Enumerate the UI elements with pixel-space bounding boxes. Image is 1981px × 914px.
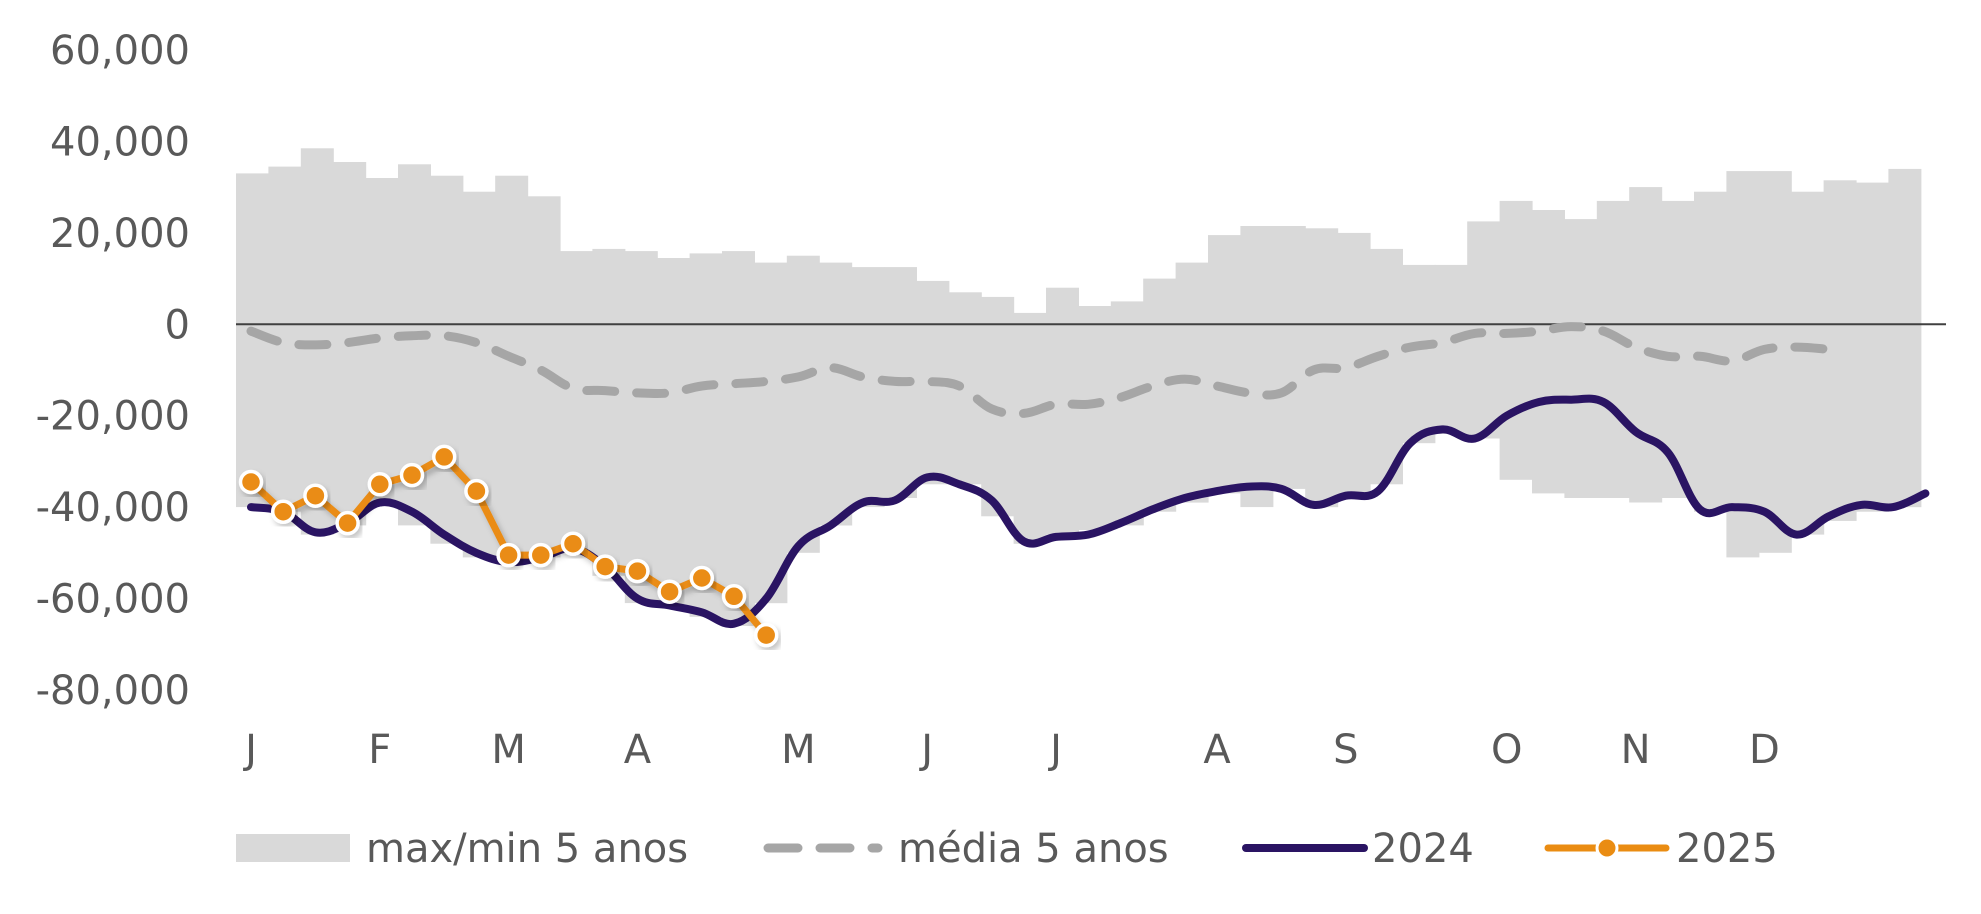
band-week-7: [430, 175, 464, 544]
series-2025-point-4: [335, 510, 360, 536]
band-week-32: [1240, 226, 1274, 508]
series-2025-point-15: [689, 565, 715, 591]
band-week-47: [1726, 171, 1760, 558]
series-2025-point-10: [528, 542, 554, 568]
x-month-label: M: [781, 727, 816, 773]
x-month-label: A: [624, 727, 652, 773]
legend-label-band: max/min 5 anos: [366, 826, 688, 872]
band-week-37: [1402, 264, 1436, 444]
x-month-label: D: [1749, 727, 1780, 773]
band-week-49: [1791, 191, 1825, 535]
series-2025-point-5: [367, 472, 393, 497]
band-week-25: [1013, 312, 1047, 544]
x-month-label: O: [1491, 727, 1522, 773]
series-2025-point-12: [592, 554, 618, 579]
band-week-48: [1758, 171, 1792, 553]
x-month-label: F: [368, 727, 391, 773]
band-week-36: [1370, 248, 1403, 485]
series-2025-point-8: [464, 478, 489, 504]
band-week-18: [786, 255, 820, 553]
series-2025-point-6: [399, 462, 425, 488]
series-2025-point-16: [721, 584, 747, 609]
x-month-label: J: [242, 727, 257, 773]
band-week-17: [754, 262, 788, 604]
band-week-20: [851, 267, 885, 508]
band-week-33: [1272, 226, 1306, 489]
y-tick-label: 40,000: [50, 119, 190, 165]
band-week-12: [592, 248, 626, 576]
y-tick-label: -40,000: [36, 485, 190, 531]
legend-label-2025: 2025: [1676, 826, 1778, 872]
band-week-42: [1564, 219, 1598, 498]
series-2025-point-7: [431, 444, 457, 470]
y-tick-label: 20,000: [50, 211, 190, 257]
band-week-51: [1856, 182, 1889, 512]
x-month-label: N: [1621, 727, 1651, 773]
band-week-9: [495, 175, 529, 562]
y-tick-label: -20,000: [36, 394, 190, 440]
series-2025-point-1: [238, 469, 264, 495]
series-2025-point-2: [270, 499, 296, 524]
band-week-27: [1078, 306, 1112, 530]
legend-label-2024: 2024: [1372, 826, 1474, 872]
y-axis-ticks: 60,000 40,000 20,000 0 -20,000 -40,000 -60,000…: [36, 28, 190, 714]
band-week-41: [1532, 210, 1565, 494]
band-week-31: [1208, 235, 1241, 494]
x-month-label: J: [1047, 727, 1062, 773]
avg-layer: [246, 322, 1834, 419]
band-week-43: [1596, 200, 1630, 498]
series-2025-point-13: [625, 558, 650, 584]
band-week-52: [1888, 168, 1922, 508]
x-month-label: J: [918, 727, 933, 773]
band-week-26: [1046, 287, 1079, 535]
series-2025-layer: [238, 444, 779, 648]
x-month-label: M: [491, 727, 526, 773]
y-tick-label: -60,000: [36, 577, 190, 623]
y-tick-label: 60,000: [50, 28, 190, 74]
band-week-40: [1499, 200, 1533, 480]
series-2025-point-17: [753, 622, 779, 648]
series-2025-point-14: [657, 579, 682, 604]
band-week-11: [560, 251, 593, 553]
band-week-14: [657, 258, 691, 608]
band-week-50: [1823, 180, 1857, 521]
legend-swatch-band: [236, 834, 350, 862]
band-week-16: [722, 251, 755, 626]
band-week-38: [1434, 264, 1468, 434]
legend-swatch-2025-marker: [1595, 836, 1619, 860]
band-week-46: [1694, 191, 1727, 512]
legend-label-avg: média 5 anos: [898, 826, 1169, 872]
band-week-13: [624, 251, 658, 604]
series-2025-point-3: [303, 483, 328, 508]
series-2025-point-11: [560, 531, 586, 556]
series-2025-point-9: [496, 542, 521, 568]
band-week-28: [1110, 301, 1144, 526]
x-month-label: S: [1333, 727, 1358, 773]
y-tick-label: 0: [165, 302, 190, 348]
band-week-29: [1143, 278, 1177, 512]
x-month-label: A: [1203, 727, 1231, 773]
y-tick-label: -80,000: [36, 668, 190, 714]
band-week-44: [1629, 187, 1663, 503]
band-week-19: [819, 262, 853, 526]
legend: max/min 5 anos média 5 anos 2024 2025: [236, 826, 1778, 872]
band-week-15: [689, 253, 723, 617]
series-media-5-anos-line: [246, 322, 1834, 419]
